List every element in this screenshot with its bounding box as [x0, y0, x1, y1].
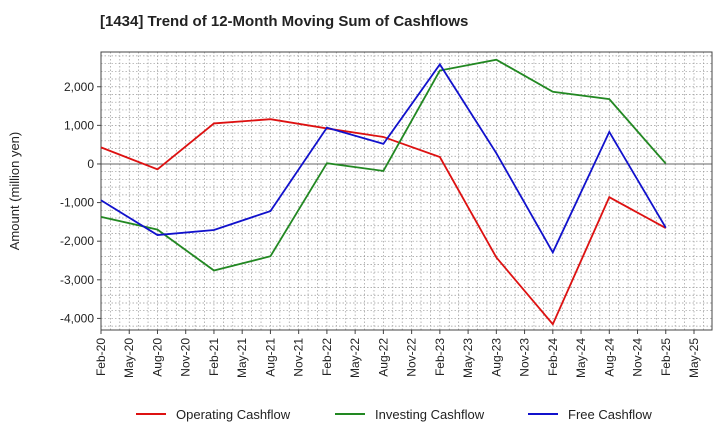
- series-line-investing-cashflow: [100, 58, 667, 272]
- chart-title: [1434] Trend of 12-Month Moving Sum of C…: [100, 13, 469, 30]
- legend: Operating Cashflow Investing Cashflow Free…: [136, 407, 652, 422]
- y-tick-label: -4,000: [60, 311, 94, 325]
- x-tick-label: Nov-21: [292, 338, 306, 377]
- x-tick-label: Aug-23: [489, 338, 503, 377]
- y-tick-labels: 2,000 1,000 0 -1,000 -2,000 -3,000 -4,000: [60, 80, 101, 325]
- x-tick-label: Aug-21: [263, 338, 277, 377]
- series-line-free-cashflow: [100, 62, 667, 255]
- x-tick-label: Feb-25: [659, 338, 673, 376]
- x-tick-label: May-24: [574, 338, 588, 378]
- legend-label: Operating Cashflow: [176, 407, 291, 422]
- x-tick-label: Feb-20: [94, 338, 108, 376]
- y-axis-label: Amount (million yen): [7, 132, 22, 251]
- x-tick-labels: Feb-20 May-20 Aug-20 Nov-20 Feb-21 May-21 Aug-…: [94, 330, 701, 378]
- x-tick-label: Feb-23: [433, 338, 447, 376]
- x-tick-label: Feb-24: [546, 338, 560, 376]
- y-tick-label: -1,000: [60, 196, 94, 210]
- y-tick-label: 2,000: [64, 80, 94, 94]
- y-tick-label: -2,000: [60, 234, 94, 248]
- legend-label: Free Cashflow: [568, 407, 652, 422]
- x-tick-label: May-20: [122, 338, 136, 378]
- grid-lines: [101, 52, 712, 330]
- plot-area: [101, 52, 712, 330]
- x-tick-label: Nov-24: [631, 338, 645, 377]
- x-tick-label: Aug-20: [150, 338, 164, 377]
- x-tick-label: Nov-22: [405, 338, 419, 377]
- x-tick-label: Nov-20: [179, 338, 193, 377]
- series-lines: [100, 58, 667, 326]
- x-tick-label: Feb-22: [320, 338, 334, 376]
- x-tick-label: May-25: [687, 338, 701, 378]
- y-tick-label: -3,000: [60, 273, 94, 287]
- x-tick-label: May-22: [348, 338, 362, 378]
- x-tick-label: Feb-21: [207, 338, 221, 376]
- plot-frame: [100, 51, 713, 331]
- x-tick-label: May-23: [461, 338, 475, 378]
- x-tick-label: Aug-22: [376, 338, 390, 377]
- y-tick-label: 1,000: [64, 118, 94, 132]
- x-tick-label: Nov-23: [518, 338, 532, 377]
- legend-label: Investing Cashflow: [375, 407, 485, 422]
- x-tick-label: Aug-24: [602, 338, 616, 377]
- y-tick-label: 0: [87, 157, 94, 171]
- series-line-operating-cashflow: [100, 118, 667, 326]
- x-tick-label: May-21: [235, 338, 249, 378]
